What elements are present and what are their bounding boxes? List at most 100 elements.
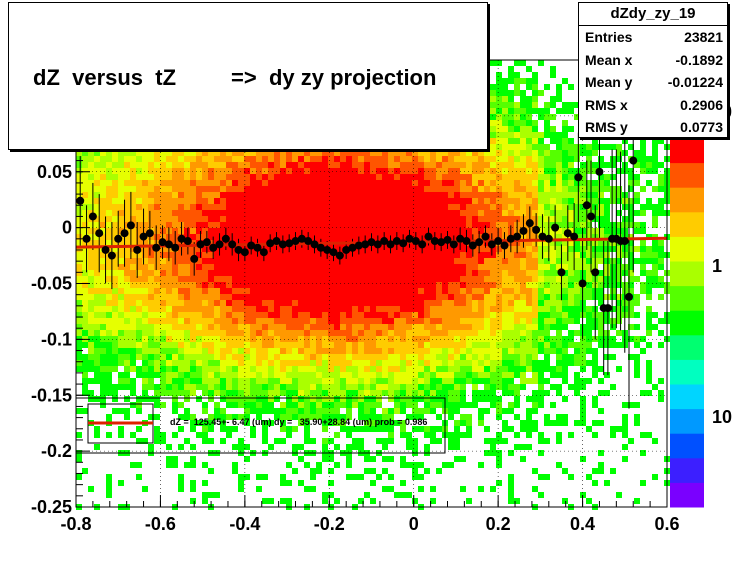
heatmap-cell [76, 294, 82, 300]
heatmap-cell [76, 270, 82, 276]
heatmap-cell [370, 420, 376, 426]
heatmap-cell [478, 246, 484, 252]
heatmap-cell [388, 312, 394, 318]
heatmap-cell [142, 306, 148, 312]
heatmap-cell [328, 336, 334, 342]
heatmap-cell [484, 246, 490, 252]
heatmap-cell [520, 150, 526, 156]
heatmap-cell [406, 312, 412, 318]
heatmap-cell [418, 312, 424, 318]
heatmap-cell [178, 222, 184, 228]
heatmap-cell [202, 252, 208, 258]
heatmap-cell [82, 186, 88, 192]
heatmap-cell [130, 258, 136, 264]
heatmap-cell [376, 390, 382, 396]
heatmap-cell [496, 396, 502, 402]
heatmap-cell [412, 252, 418, 258]
heatmap-cell [172, 390, 178, 396]
heatmap-cell [214, 204, 220, 210]
heatmap-cell [532, 174, 538, 180]
heatmap-cell [472, 276, 478, 282]
heatmap-cell [220, 288, 226, 294]
heatmap-cell [400, 462, 406, 468]
heatmap-cell [358, 282, 364, 288]
heatmap-cell [130, 168, 136, 174]
heatmap-cell [118, 384, 124, 390]
heatmap-cell [436, 426, 442, 432]
heatmap-cell [202, 390, 208, 396]
heatmap-cell [196, 276, 202, 282]
heatmap-cell [544, 108, 550, 114]
heatmap-cell [184, 192, 190, 198]
heatmap-cell [508, 174, 514, 180]
heatmap-cell [424, 210, 430, 216]
heatmap-cell [346, 282, 352, 288]
heatmap-cell [106, 390, 112, 396]
heatmap-cell [214, 312, 220, 318]
heatmap-cell [238, 438, 244, 444]
heatmap-cell [400, 198, 406, 204]
heatmap-cell [112, 228, 118, 234]
heatmap-cell [316, 390, 322, 396]
heatmap-cell [382, 282, 388, 288]
heatmap-cell [196, 186, 202, 192]
heatmap-cell [466, 222, 472, 228]
heatmap-cell [388, 228, 394, 234]
heatmap-cell [556, 156, 562, 162]
heatmap-cell [352, 270, 358, 276]
heatmap-cell [256, 198, 262, 204]
heatmap-cell [544, 306, 550, 312]
heatmap-cell [514, 144, 520, 150]
heatmap-cell [364, 492, 370, 498]
heatmap-cell [538, 396, 544, 402]
heatmap-cell [562, 258, 568, 264]
heatmap-cell [256, 210, 262, 216]
heatmap-cell [142, 324, 148, 330]
heatmap-cell [406, 372, 412, 378]
heatmap-cell [160, 318, 166, 324]
heatmap-cell [562, 180, 568, 186]
heatmap-cell [238, 264, 244, 270]
heatmap-cell [136, 198, 142, 204]
heatmap-cell [484, 210, 490, 216]
heatmap-cell [454, 330, 460, 336]
heatmap-cell [82, 390, 88, 396]
heatmap-cell [304, 270, 310, 276]
heatmap-cell [178, 366, 184, 372]
heatmap-cell [364, 408, 370, 414]
heatmap-cell [418, 396, 424, 402]
heatmap-cell [298, 258, 304, 264]
heatmap-cell [388, 396, 394, 402]
heatmap-cell [478, 336, 484, 342]
heatmap-cell [358, 210, 364, 216]
heatmap-cell [202, 408, 208, 414]
heatmap-cell [502, 174, 508, 180]
heatmap-cell [418, 192, 424, 198]
heatmap-cell [322, 222, 328, 228]
heatmap-cell [112, 330, 118, 336]
heatmap-cell [286, 360, 292, 366]
heatmap-cell [298, 228, 304, 234]
heatmap-cell [472, 180, 478, 186]
heatmap-cell [454, 204, 460, 210]
heatmap-cell [478, 372, 484, 378]
heatmap-cell [442, 186, 448, 192]
heatmap-cell [172, 330, 178, 336]
heatmap-cell [184, 150, 190, 156]
heatmap-cell [238, 324, 244, 330]
heatmap-cell [382, 294, 388, 300]
heatmap-cell [436, 192, 442, 198]
heatmap-cell [376, 420, 382, 426]
heatmap-cell [166, 174, 172, 180]
heatmap-cell [94, 360, 100, 366]
heatmap-cell [526, 408, 532, 414]
heatmap-cell [352, 288, 358, 294]
heatmap-cell [232, 222, 238, 228]
heatmap-cell [292, 264, 298, 270]
heatmap-cell [166, 372, 172, 378]
heatmap-cell [82, 324, 88, 330]
heatmap-cell [112, 150, 118, 156]
heatmap-cell [166, 282, 172, 288]
heatmap-cell [412, 378, 418, 384]
heatmap-cell [508, 300, 514, 306]
